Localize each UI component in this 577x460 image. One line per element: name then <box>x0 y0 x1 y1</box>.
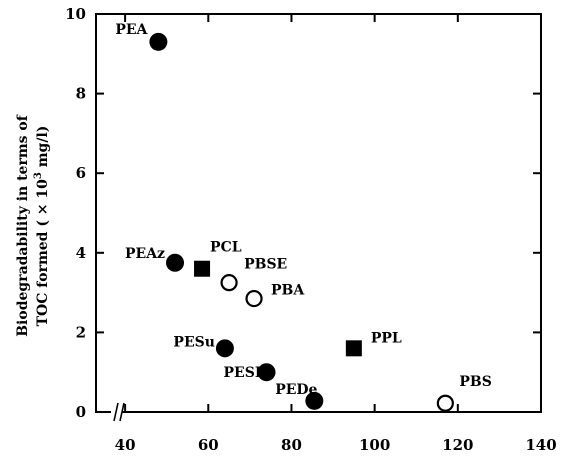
x-tick-label: 60 <box>198 436 219 454</box>
point-marker-pede <box>305 391 324 410</box>
point-marker-ppl <box>345 340 362 357</box>
point-marker-pba <box>245 289 263 308</box>
point-label-pesu: PESu <box>173 334 215 350</box>
point-marker-pea <box>149 32 168 51</box>
y-tick-label: 8 <box>76 85 86 103</box>
x-tick-label: 140 <box>525 436 556 454</box>
y-tick-label: 10 <box>65 5 86 23</box>
point-label-peaz: PEAz <box>125 246 165 262</box>
point-label-pba: PBA <box>271 283 305 299</box>
x-axis-ticks: 40 60 80 100 120 140 <box>115 14 557 454</box>
y-axis-ticks: 0 2 4 6 8 10 <box>65 5 541 421</box>
point-marker-pese <box>257 363 276 382</box>
plot-frame <box>95 13 542 413</box>
point-label-pea: PEA <box>115 22 148 38</box>
x-tick-label: 100 <box>359 436 390 454</box>
x-tick-label: 80 <box>281 436 302 454</box>
point-label-pese: PESE <box>224 365 266 381</box>
point-label-pcl: PCL <box>210 240 242 256</box>
y-tick-label: 2 <box>76 323 86 341</box>
point-label-ppl: PPL <box>371 330 402 346</box>
point-marker-pesu <box>215 339 234 358</box>
x-tick-label: 40 <box>115 436 136 454</box>
axis-break <box>111 402 125 422</box>
y-axis-title-line-2: TOC formed ( × 103 mg/l) <box>33 126 51 327</box>
point-marker-pbse <box>220 274 238 292</box>
y-tick-label: 0 <box>76 403 86 421</box>
point-label-pbse: PBSE <box>244 257 287 273</box>
point-label-pede: PEDe <box>275 382 317 398</box>
y-axis-title: Biodegradability in terms of TOC formed … <box>15 114 51 337</box>
point-label-pbs: PBS <box>459 374 491 390</box>
point-marker-pbs <box>436 394 454 412</box>
x-tick-label: 120 <box>442 436 473 454</box>
y-axis-title-line-1: Biodegradability in terms of <box>15 114 31 337</box>
point-marker-peaz <box>166 253 185 272</box>
y-tick-label: 4 <box>76 244 86 262</box>
point-marker-pcl <box>194 260 211 277</box>
y-tick-label: 6 <box>76 164 86 182</box>
